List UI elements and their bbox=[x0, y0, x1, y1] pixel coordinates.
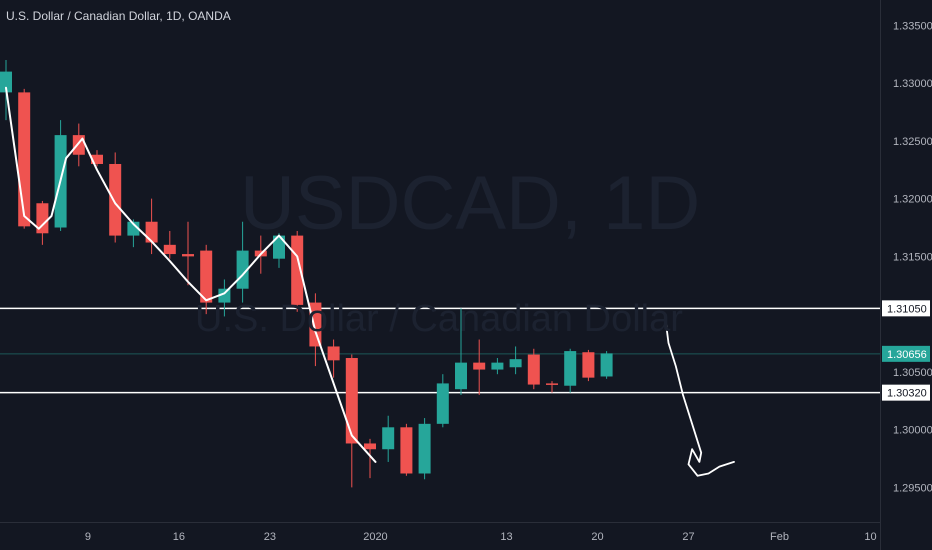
price-tick-label: 1.33000 bbox=[893, 78, 932, 90]
time-axis[interactable]: 9 16 23 2020 13 20 27 Feb 10 bbox=[85, 531, 877, 543]
candle bbox=[364, 438, 376, 479]
price-axis[interactable]: 1.33500 1.33000 1.32500 1.32000 1.31500 1.305… bbox=[893, 20, 932, 494]
candle-body bbox=[473, 362, 486, 370]
time-tick-label: 9 bbox=[85, 531, 91, 543]
price-axis-border bbox=[880, 0, 881, 550]
candle bbox=[509, 346, 522, 375]
candle bbox=[582, 349, 595, 382]
price-tick-label: 1.32500 bbox=[893, 136, 932, 148]
candle bbox=[345, 354, 358, 488]
candle-body bbox=[0, 71, 12, 93]
candle bbox=[491, 358, 504, 375]
time-tick-label: 10 bbox=[864, 531, 876, 543]
candle-body bbox=[345, 358, 358, 444]
candle-body bbox=[327, 346, 340, 361]
candle-body bbox=[200, 250, 213, 303]
candle bbox=[546, 381, 558, 393]
candle-body bbox=[109, 163, 122, 236]
candle-body bbox=[182, 254, 194, 257]
candle bbox=[600, 351, 613, 379]
candle-body bbox=[564, 351, 577, 386]
candle bbox=[182, 221, 194, 286]
candle-body bbox=[36, 203, 49, 234]
candle bbox=[72, 123, 85, 167]
watermark-symbol: USDCAD, 1D bbox=[240, 161, 701, 246]
level-price-badge: 1.30320 bbox=[882, 384, 930, 401]
candle bbox=[564, 348, 577, 393]
candle bbox=[218, 279, 231, 317]
candle-body bbox=[91, 154, 103, 164]
candle bbox=[163, 230, 176, 259]
badge-background bbox=[882, 345, 930, 362]
candle bbox=[436, 374, 449, 428]
candle-body bbox=[509, 359, 522, 368]
candle-body bbox=[364, 443, 376, 450]
candle-body bbox=[273, 235, 285, 259]
candle bbox=[273, 233, 285, 268]
candle bbox=[382, 415, 395, 462]
candle-body bbox=[418, 423, 431, 474]
badge-label: 1.31050 bbox=[887, 303, 927, 315]
candle-body bbox=[546, 383, 558, 385]
price-tick-label: 1.30500 bbox=[893, 367, 932, 379]
level-price-badge: 1.31050 bbox=[882, 300, 930, 317]
price-tick-label: 1.32000 bbox=[893, 194, 932, 206]
time-tick-label: 13 bbox=[500, 531, 512, 543]
candle-body bbox=[127, 221, 140, 236]
projection-arrow-line bbox=[663, 313, 735, 477]
candle bbox=[455, 308, 467, 395]
candle-body bbox=[491, 362, 504, 370]
moving-average-line bbox=[5, 86, 377, 463]
candle-body bbox=[455, 362, 467, 390]
candle-body bbox=[382, 427, 395, 450]
candle bbox=[91, 150, 103, 167]
price-badges: 1.31050 1.30320 1.30656 bbox=[882, 300, 930, 401]
time-tick-label: 27 bbox=[682, 531, 694, 543]
watermark-name: U.S. Dollar / Canadian Dollar bbox=[195, 298, 683, 340]
candles bbox=[0, 60, 613, 488]
price-tick-label: 1.31500 bbox=[893, 251, 932, 263]
time-tick-label: Feb bbox=[770, 531, 789, 543]
candle-body bbox=[527, 354, 540, 385]
candle bbox=[327, 339, 340, 378]
badge-background bbox=[882, 384, 930, 401]
time-tick-label: 20 bbox=[591, 531, 603, 543]
candle bbox=[400, 423, 413, 476]
candle-body bbox=[309, 302, 322, 347]
candle-body bbox=[218, 288, 231, 303]
candle bbox=[54, 120, 67, 231]
price-tick-label: 1.33500 bbox=[893, 20, 932, 32]
candle bbox=[109, 152, 122, 243]
candle bbox=[527, 348, 540, 390]
drawn-lines bbox=[5, 86, 735, 477]
candle-body bbox=[400, 427, 413, 474]
candle-body bbox=[436, 383, 449, 424]
chart-title: U.S. Dollar / Canadian Dollar, 1D, OANDA bbox=[6, 9, 231, 23]
price-tick-label: 1.30000 bbox=[893, 425, 932, 437]
time-tick-label: 2020 bbox=[363, 531, 387, 543]
candle-body bbox=[18, 92, 31, 227]
candle bbox=[36, 200, 49, 245]
candle bbox=[473, 339, 486, 395]
badge-background bbox=[882, 300, 930, 317]
candle-body bbox=[145, 221, 158, 243]
candle bbox=[200, 244, 213, 315]
time-tick-label: 16 bbox=[173, 531, 185, 543]
time-tick-label: 23 bbox=[264, 531, 276, 543]
candle-body bbox=[600, 353, 613, 377]
badge-label: 1.30320 bbox=[887, 388, 927, 400]
candle bbox=[18, 88, 31, 229]
last-price-badge: 1.30656 bbox=[882, 345, 930, 362]
candle-body bbox=[163, 244, 176, 255]
badge-label: 1.30656 bbox=[887, 349, 927, 361]
candle-body bbox=[582, 352, 595, 378]
price-tick-label: 1.29500 bbox=[893, 482, 932, 494]
time-axis-border bbox=[0, 522, 880, 523]
candle bbox=[418, 418, 431, 480]
